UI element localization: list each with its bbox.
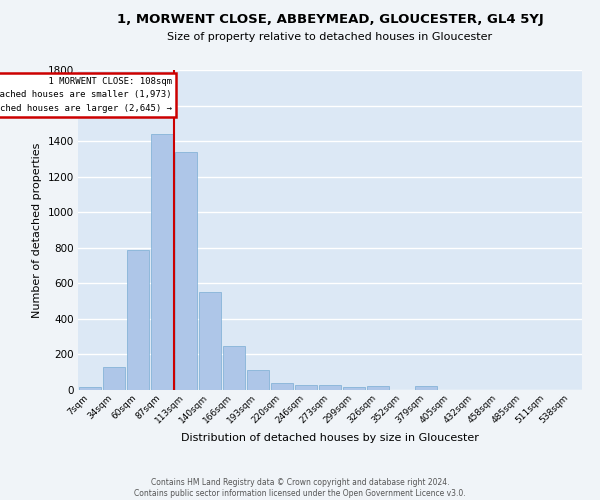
Bar (319, 385, 341, 390)
Bar (223, 346, 245, 390)
Bar (199, 292, 221, 390)
Bar (127, 250, 149, 390)
Text: Size of property relative to detached houses in Gloucester: Size of property relative to detached ho… (167, 32, 493, 42)
Bar (367, 386, 389, 390)
Text: Contains HM Land Registry data © Crown copyright and database right 2024.
Contai: Contains HM Land Registry data © Crown c… (134, 478, 466, 498)
X-axis label: Distribution of detached houses by size in Gloucester: Distribution of detached houses by size … (181, 433, 479, 443)
Bar (343, 388, 365, 390)
Bar (295, 384, 317, 390)
Text: 1 MORWENT CLOSE: 108sqm
← 42% of detached houses are smaller (1,973)
57% of semi: 1 MORWENT CLOSE: 108sqm ← 42% of detache… (0, 77, 172, 112)
Y-axis label: Number of detached properties: Number of detached properties (32, 142, 42, 318)
Bar (103, 367, 125, 390)
Bar (271, 383, 293, 390)
Text: 1, MORWENT CLOSE, ABBEYMEAD, GLOUCESTER, GL4 5YJ: 1, MORWENT CLOSE, ABBEYMEAD, GLOUCESTER,… (116, 12, 544, 26)
Bar (79, 388, 101, 390)
Bar (415, 386, 437, 390)
Bar (151, 134, 173, 390)
Bar (175, 152, 197, 390)
Bar (247, 370, 269, 390)
